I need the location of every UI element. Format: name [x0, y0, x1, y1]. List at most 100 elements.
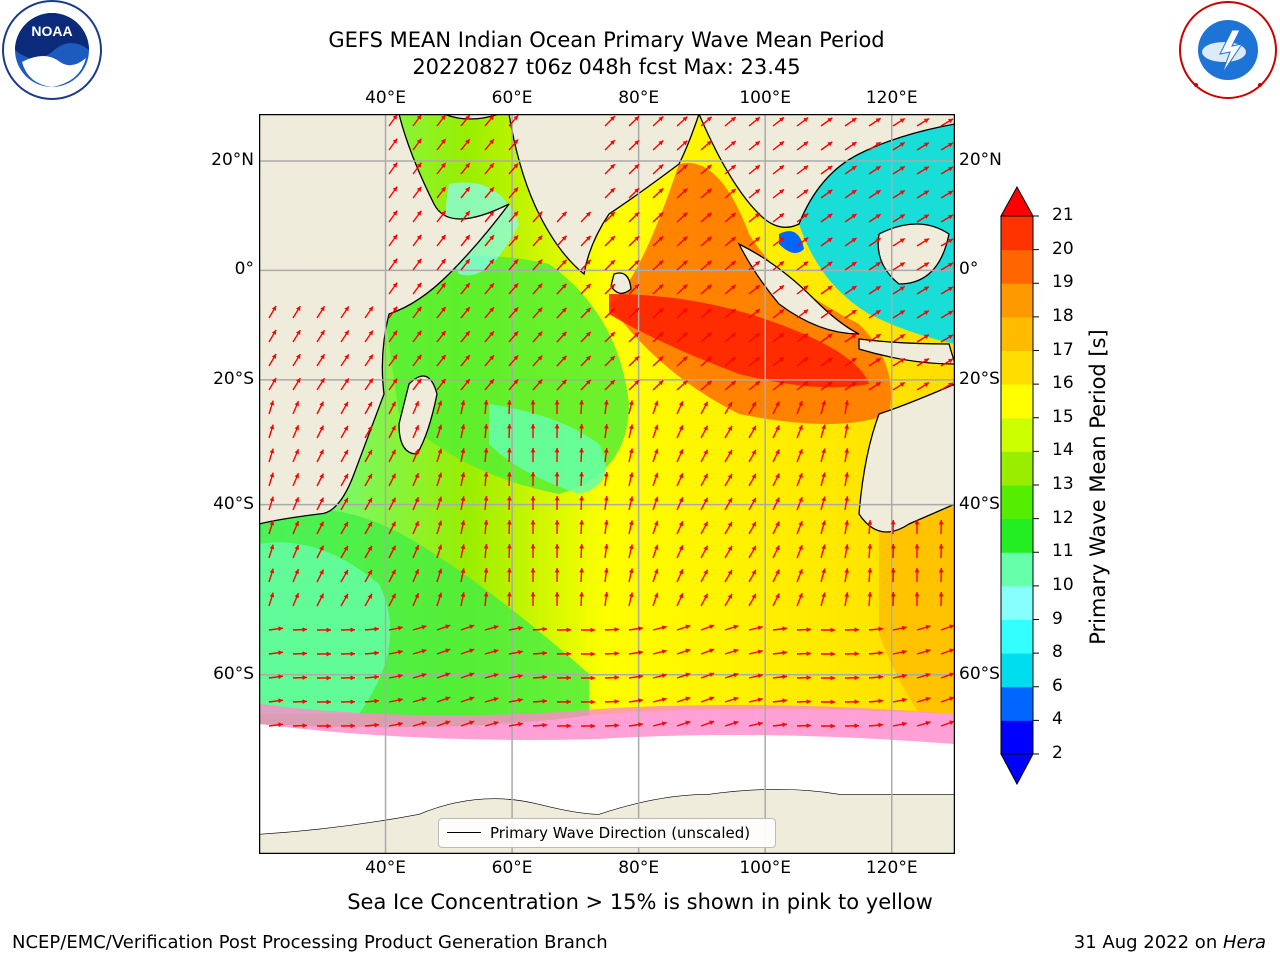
wave-arrow — [388, 234, 398, 247]
wave-arrow — [460, 186, 471, 199]
wave-arrow — [748, 164, 761, 175]
wave-arrow — [796, 117, 809, 127]
wave-arrow — [890, 591, 896, 607]
map-panel — [259, 114, 955, 854]
wave-arrow — [652, 379, 664, 391]
wave-arrow — [820, 568, 826, 583]
wave-arrow — [652, 115, 664, 127]
wave-arrow — [628, 520, 634, 535]
wave-arrow — [772, 626, 787, 632]
wave-arrow — [436, 544, 443, 559]
wave-arrow — [483, 496, 489, 511]
wave-arrow — [820, 544, 826, 559]
wave-arrow — [748, 545, 757, 559]
colorbar-tick-label: 10 — [1052, 574, 1074, 595]
wave-arrow — [316, 675, 332, 681]
wave-arrow — [460, 354, 471, 367]
wave-arrow — [532, 307, 543, 319]
wave-arrow — [460, 400, 466, 415]
wave-arrow — [388, 593, 397, 607]
wave-arrow — [867, 543, 873, 559]
wave-arrow — [628, 259, 640, 271]
wave-arrow — [844, 285, 857, 295]
wave-arrow — [316, 449, 325, 463]
wave-arrow — [748, 356, 761, 367]
wave-arrow — [604, 235, 616, 247]
wave-arrow — [796, 213, 809, 223]
wave-arrow — [580, 211, 592, 223]
wave-arrow — [940, 648, 955, 655]
wave-arrow — [892, 141, 906, 151]
wave-field-southeast-orange — [879, 494, 955, 754]
chart-subtitle: 20220827 t06z 048h fcst Max: 23.45 — [412, 55, 801, 79]
wave-arrow — [436, 624, 451, 631]
wave-arrow — [700, 116, 713, 127]
wave-arrow — [820, 496, 826, 511]
wave-arrow — [412, 672, 427, 679]
wave-arrow — [844, 568, 850, 583]
wave-arrow — [436, 472, 443, 487]
wave-arrow — [652, 211, 664, 223]
wave-arrow — [292, 592, 300, 607]
wave-arrow — [796, 472, 803, 487]
wave-arrow — [676, 592, 684, 607]
wave-arrow — [868, 381, 882, 391]
wave-arrow — [483, 568, 489, 583]
wave-arrow — [700, 164, 713, 175]
wave-arrow — [364, 674, 380, 680]
wave-arrow — [892, 237, 906, 247]
wave-arrow — [868, 650, 884, 656]
wave-arrow — [460, 282, 471, 295]
wave-arrow — [364, 569, 373, 583]
wave-arrow — [772, 164, 785, 175]
wave-arrow — [628, 568, 634, 583]
wave-arrow — [796, 627, 812, 633]
wave-arrow — [868, 333, 882, 343]
wave-arrow — [412, 472, 420, 487]
wave-arrow — [676, 116, 688, 127]
wave-arrow — [700, 672, 715, 679]
wave-arrow — [316, 329, 326, 343]
wave-arrow — [508, 114, 519, 127]
wave-arrow — [628, 163, 640, 175]
wave-arrow — [484, 186, 495, 199]
wave-arrow — [916, 262, 930, 271]
wave-arrow — [724, 140, 737, 151]
wave-arrow — [844, 472, 850, 487]
wave-arrow — [748, 236, 761, 247]
wave-arrow — [796, 675, 812, 681]
wave-arrow — [604, 163, 616, 175]
wave-arrow — [700, 356, 713, 367]
wave-arrow — [844, 651, 860, 657]
wave-arrow — [940, 334, 954, 343]
wave-arrow — [412, 400, 420, 415]
wave-arrow — [340, 401, 349, 415]
wave-arrow — [506, 567, 512, 583]
wave-arrow — [796, 285, 809, 295]
wave-arrow — [796, 424, 803, 439]
wave-arrow — [268, 674, 283, 680]
wave-arrow — [676, 472, 684, 487]
wave-arrow — [820, 333, 833, 343]
wave-arrow — [436, 496, 443, 511]
wave-arrow — [508, 186, 519, 199]
wave-arrow — [820, 237, 833, 247]
wave-arrow — [916, 190, 930, 199]
wave-arrow — [628, 544, 634, 559]
wave-arrow — [748, 308, 761, 319]
wave-arrow — [340, 675, 356, 681]
wave-arrow — [940, 672, 955, 679]
wave-arrow — [916, 672, 931, 679]
wave-arrow — [554, 567, 560, 583]
wave-arrow — [460, 378, 471, 391]
wave-arrow — [292, 377, 301, 391]
wave-arrow — [700, 260, 713, 271]
wave-arrow — [628, 448, 634, 463]
wave-arrow — [628, 235, 640, 247]
wave-arrow — [460, 720, 475, 727]
wave-arrow — [364, 698, 380, 704]
wave-arrow — [700, 696, 715, 703]
colorbar-segment — [1001, 653, 1033, 688]
wave-arrow — [676, 568, 684, 583]
wave-arrow — [530, 447, 536, 463]
